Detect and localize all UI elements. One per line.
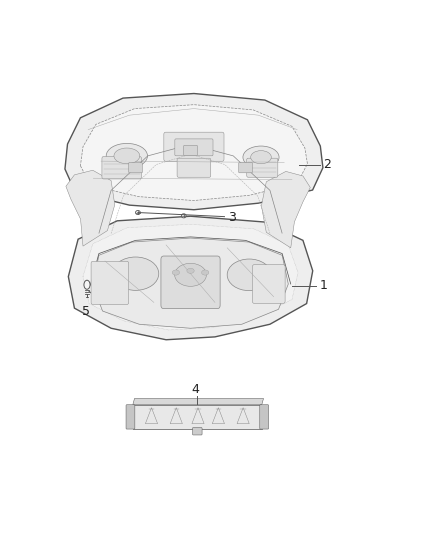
Polygon shape xyxy=(65,93,323,210)
Polygon shape xyxy=(66,170,115,246)
Ellipse shape xyxy=(243,146,279,168)
Text: 5: 5 xyxy=(82,305,90,318)
Polygon shape xyxy=(261,172,310,248)
FancyBboxPatch shape xyxy=(164,132,224,161)
FancyBboxPatch shape xyxy=(175,139,213,156)
Text: 4: 4 xyxy=(192,383,200,395)
Polygon shape xyxy=(133,399,264,405)
Ellipse shape xyxy=(172,270,180,275)
Polygon shape xyxy=(68,216,313,340)
Text: 1: 1 xyxy=(320,279,327,292)
Text: 3: 3 xyxy=(228,211,236,224)
Polygon shape xyxy=(93,238,288,328)
FancyBboxPatch shape xyxy=(252,265,285,303)
Ellipse shape xyxy=(135,211,140,215)
FancyBboxPatch shape xyxy=(247,158,278,177)
FancyBboxPatch shape xyxy=(102,157,141,179)
Ellipse shape xyxy=(181,214,186,218)
Polygon shape xyxy=(83,224,298,330)
FancyBboxPatch shape xyxy=(161,256,220,309)
FancyBboxPatch shape xyxy=(239,163,252,173)
FancyBboxPatch shape xyxy=(193,427,202,435)
FancyBboxPatch shape xyxy=(126,405,135,429)
Ellipse shape xyxy=(251,151,271,164)
FancyBboxPatch shape xyxy=(177,158,211,177)
FancyBboxPatch shape xyxy=(129,163,142,173)
Ellipse shape xyxy=(112,257,159,290)
Ellipse shape xyxy=(187,268,194,273)
Ellipse shape xyxy=(227,259,271,290)
FancyBboxPatch shape xyxy=(133,405,262,429)
Polygon shape xyxy=(81,104,307,200)
FancyBboxPatch shape xyxy=(91,261,129,304)
Ellipse shape xyxy=(175,263,206,286)
Text: 2: 2 xyxy=(323,158,331,171)
FancyBboxPatch shape xyxy=(260,405,268,429)
Ellipse shape xyxy=(201,270,209,275)
FancyBboxPatch shape xyxy=(184,146,197,156)
Ellipse shape xyxy=(84,280,90,289)
Ellipse shape xyxy=(106,143,148,168)
Ellipse shape xyxy=(114,148,140,164)
